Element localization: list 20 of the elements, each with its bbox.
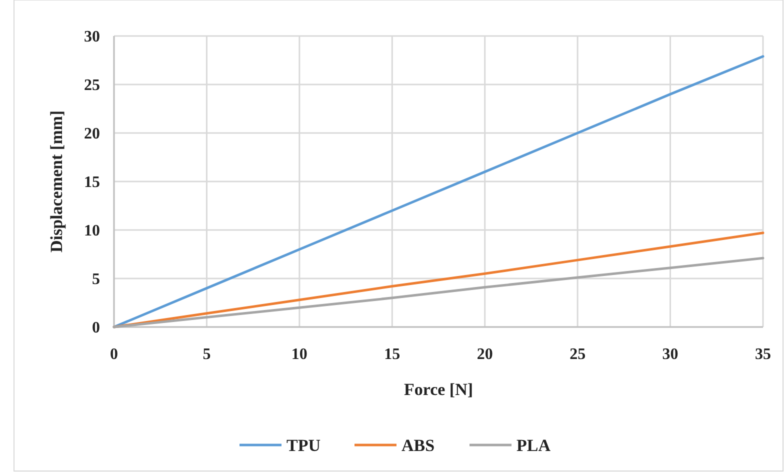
y-tick-label: 0 [92, 320, 100, 337]
x-tick-label: 30 [662, 346, 678, 363]
y-tick-label: 25 [84, 77, 100, 94]
x-tick-label: 15 [384, 346, 400, 363]
x-tick-label: 5 [202, 346, 211, 363]
x-axis-title: Force [N] [404, 380, 474, 399]
legend-label: TPU [286, 436, 320, 455]
legend-label: ABS [402, 436, 435, 455]
x-tick-label: 0 [110, 346, 118, 363]
y-tick-label: 5 [92, 271, 100, 288]
y-axis-title: Displacement [mm] [47, 110, 66, 253]
y-tick-label: 10 [84, 222, 100, 240]
y-tick-label: 15 [84, 174, 100, 192]
x-tick-label: 35 [755, 346, 771, 363]
y-tick-label: 30 [84, 28, 100, 46]
x-tick-label: 10 [291, 346, 308, 363]
x-tick-label: 25 [570, 346, 586, 363]
legend-label: PLA [516, 436, 552, 455]
x-tick-label: 20 [476, 346, 493, 363]
y-tick-label: 20 [84, 126, 100, 143]
